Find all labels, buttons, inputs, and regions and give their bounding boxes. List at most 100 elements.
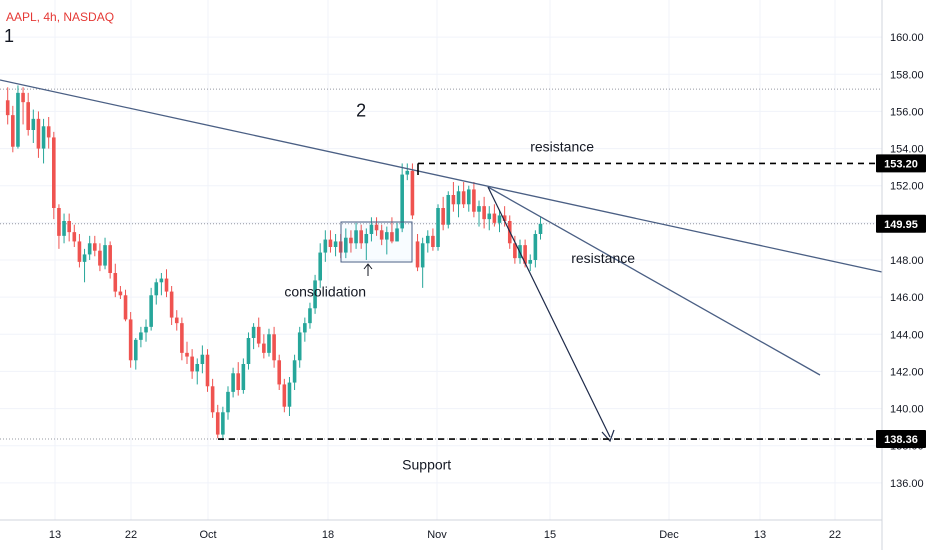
y-tick-label: 156.00 — [890, 106, 924, 118]
candle-body — [344, 237, 348, 253]
annotation-label: resistance — [530, 139, 594, 155]
candle — [118, 286, 123, 299]
candle-body — [251, 326, 256, 338]
candle — [533, 230, 538, 268]
candle — [441, 196, 445, 231]
candle-body — [405, 170, 410, 175]
candle — [477, 200, 481, 227]
candle-body — [528, 260, 533, 264]
candle-body — [226, 391, 230, 413]
candle — [195, 358, 200, 385]
candle-body — [67, 221, 71, 233]
candle — [21, 87, 25, 125]
candle-body — [333, 241, 338, 247]
candle-body — [287, 382, 292, 407]
candle-body — [108, 245, 112, 273]
candle — [451, 182, 456, 212]
candle — [62, 213, 66, 244]
candle-body — [436, 208, 440, 247]
candle-body — [538, 223, 543, 234]
candle — [57, 204, 61, 249]
candle — [313, 274, 317, 314]
candle-body — [113, 273, 118, 292]
candle — [461, 182, 466, 208]
candle — [221, 406, 225, 441]
annotation-label: 2 — [356, 100, 366, 120]
candle — [190, 349, 194, 379]
candle — [149, 287, 153, 331]
annotation-label: Support — [402, 456, 451, 472]
candle-body — [431, 235, 435, 247]
candle — [297, 326, 302, 368]
y-tick-label: 144.00 — [890, 329, 924, 341]
y-tick-label: 146.00 — [890, 292, 924, 304]
candle — [52, 131, 56, 220]
candle — [251, 323, 256, 350]
candle-body — [466, 189, 471, 205]
y-tick-label: 136.00 — [890, 478, 924, 490]
candle — [26, 92, 30, 136]
candle — [303, 317, 307, 342]
candle-body — [11, 115, 15, 147]
candle — [98, 243, 102, 272]
candle — [87, 235, 92, 260]
x-tick-label: Nov — [427, 529, 447, 541]
candle-body — [492, 213, 497, 223]
candle-body — [92, 243, 97, 251]
candle — [405, 163, 410, 181]
candle — [528, 254, 533, 272]
candle-body — [87, 243, 92, 255]
candle — [277, 354, 282, 390]
candle-body — [215, 412, 220, 435]
candle-body — [21, 92, 25, 103]
candle-body — [180, 323, 184, 353]
x-tick-label: Oct — [199, 529, 216, 541]
candle — [200, 345, 205, 374]
candle-body — [400, 174, 404, 229]
candle — [267, 328, 271, 357]
candle-body — [98, 250, 102, 266]
price-tag: 153.20 — [876, 154, 926, 173]
candle — [36, 111, 41, 158]
candles — [5, 85, 543, 441]
candle — [425, 230, 430, 253]
candle-body — [441, 208, 445, 225]
y-tick-label: 140.00 — [890, 404, 924, 416]
candle — [103, 237, 107, 270]
consolidation-box — [340, 221, 413, 263]
y-tick-label: 152.00 — [890, 181, 924, 193]
price-tag: 149.95 — [876, 214, 926, 233]
candle — [379, 224, 384, 246]
candle-body — [72, 232, 77, 242]
price-tag-label: 149.95 — [884, 219, 918, 231]
candle — [169, 286, 174, 325]
x-tick-label: 22 — [829, 529, 841, 541]
candle-body — [205, 354, 210, 387]
candle — [159, 273, 164, 296]
candle — [46, 117, 51, 149]
candle-body — [456, 191, 461, 205]
candle-body — [385, 232, 389, 240]
candle — [215, 404, 220, 439]
candle-body — [282, 384, 287, 407]
candle-body — [451, 195, 456, 205]
candle — [226, 386, 230, 420]
candle — [446, 191, 451, 229]
projection-arrow-line — [487, 186, 611, 438]
candle-body — [236, 373, 241, 390]
candle — [113, 263, 118, 298]
y-tick-label: 154.00 — [890, 144, 924, 156]
candle — [538, 217, 543, 240]
candle-body — [210, 386, 215, 413]
candle — [11, 105, 15, 153]
candle — [92, 235, 97, 257]
candle-body — [82, 254, 87, 262]
candle — [82, 248, 87, 283]
candle — [492, 204, 497, 227]
candle — [436, 204, 440, 251]
candle — [262, 334, 266, 359]
candle — [67, 213, 71, 242]
reference-lines — [0, 88, 882, 440]
